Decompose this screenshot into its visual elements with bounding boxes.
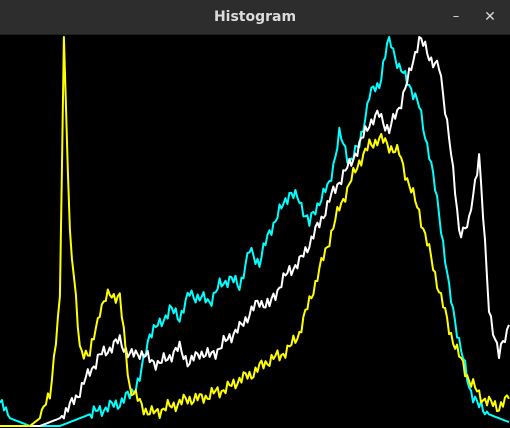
histogram-series-line-0 bbox=[0, 36, 510, 427]
histogram-series-line-1 bbox=[0, 36, 510, 427]
series-layer bbox=[0, 36, 510, 427]
histogram-series-line-2 bbox=[0, 36, 510, 427]
close-button[interactable]: ✕ bbox=[478, 6, 502, 28]
minimize-button[interactable]: – bbox=[444, 6, 468, 28]
histogram-canvas bbox=[0, 35, 510, 428]
window-title: Histogram bbox=[213, 9, 297, 25]
title-bar[interactable]: Histogram – ✕ bbox=[0, 0, 510, 35]
close-icon: ✕ bbox=[484, 9, 496, 25]
histogram-plot bbox=[0, 36, 510, 427]
minimize-icon: – bbox=[452, 9, 460, 24]
